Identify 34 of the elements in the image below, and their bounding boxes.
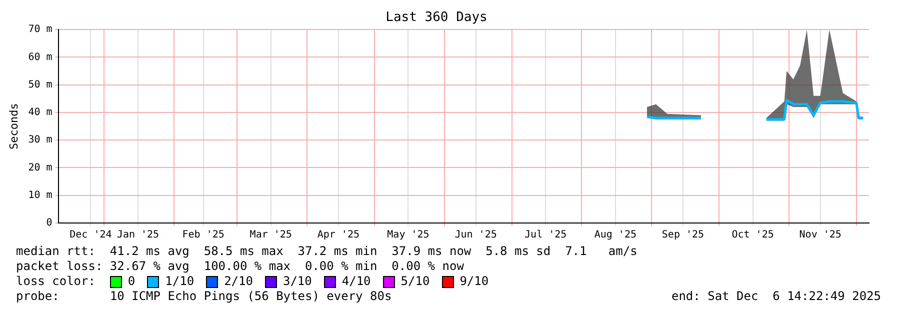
text: loss color: bbox=[16, 274, 96, 289]
text: end: Sat Dec 6 14:22:49 2025 bbox=[671, 289, 881, 304]
x-tick-label: Sep '25 bbox=[662, 230, 704, 241]
x-tick-label: Jul '25 bbox=[524, 230, 567, 241]
x-tick-label: Oct '25 bbox=[732, 230, 774, 241]
x-tick-label: Aug '25 bbox=[594, 230, 637, 241]
y-tick-label: 60 m bbox=[28, 52, 52, 63]
y-axis-title: Seconds bbox=[7, 103, 20, 150]
x-tick-label: Jan '25 bbox=[116, 230, 160, 241]
text: 0 bbox=[128, 274, 136, 289]
y-tick-label: 0 bbox=[46, 218, 52, 229]
text: 5/10 bbox=[400, 274, 430, 289]
x-tick-label: May '25 bbox=[387, 230, 430, 241]
x-tick-label: Mar '25 bbox=[250, 230, 292, 241]
text: 9/10 bbox=[460, 274, 489, 289]
chart-title: Last 360 Days bbox=[386, 10, 488, 26]
text: median rtt: 41.2 ms avg 58.5 ms max 37.2 ms min 37.9 ms now 5.8 ms sd 7.1 am/s bbox=[15, 244, 638, 259]
text: 3/10 bbox=[282, 274, 312, 289]
text: 1/10 bbox=[165, 274, 194, 289]
x-tick-label: Jun '25 bbox=[454, 230, 497, 241]
x-tick-label: Apr '25 bbox=[317, 230, 360, 241]
x-tick-label: Dec '24 bbox=[70, 230, 112, 241]
text: packet loss: 32.67 % avg 100.00 % max 0.00 % min 0.00 % now bbox=[15, 259, 465, 274]
y-tick-label: 30 m bbox=[28, 134, 52, 146]
text: 4/10 bbox=[342, 274, 371, 289]
y-tick-label: 20 m bbox=[28, 162, 52, 174]
y-tick-label: 10 m bbox=[28, 190, 52, 201]
y-tick-label: 70 m bbox=[28, 24, 52, 36]
x-tick-label: Feb '25 bbox=[182, 230, 224, 241]
x-tick-label: Nov '25 bbox=[799, 230, 842, 241]
text: probe: 10 ICMP Echo Pings (56 Bytes) every 80s bbox=[16, 289, 392, 304]
text: 2/10 bbox=[224, 274, 253, 289]
y-tick-label: 40 m bbox=[28, 107, 52, 118]
y-tick-label: 50 m bbox=[28, 79, 52, 90]
